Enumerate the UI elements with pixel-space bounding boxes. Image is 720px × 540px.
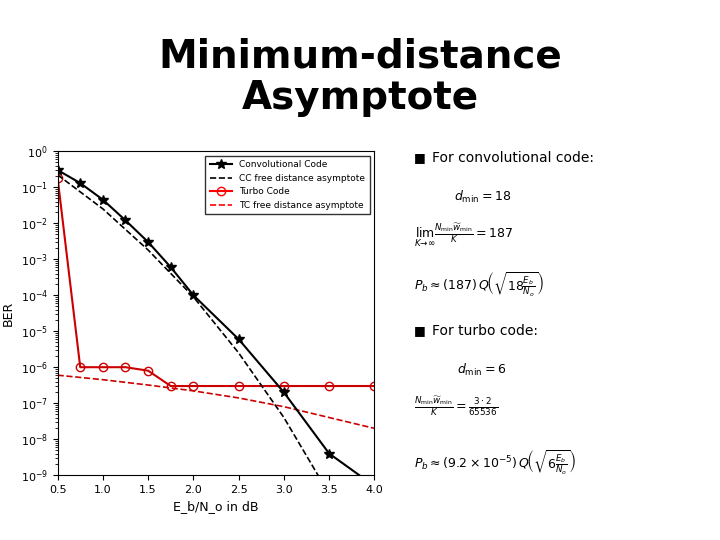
Line: Turbo Code: Turbo Code: [53, 174, 379, 390]
CC free distance asymptote: [99, 206, 107, 212]
Convolutional Code: [189, 292, 198, 299]
Text: ■: ■: [414, 324, 426, 337]
Turbo Code: [76, 364, 84, 370]
Convolutional Code: [53, 167, 62, 173]
CC free distance asymptote: [144, 247, 153, 253]
Text: $d_{\min} = 6$: $d_{\min} = 6$: [457, 362, 506, 378]
Turbo Code: [144, 367, 153, 374]
Turbo Code: [370, 383, 379, 389]
TC free distance asymptote: [99, 376, 107, 383]
Convolutional Code: [370, 483, 379, 489]
Line: CC free distance asymptote: CC free distance asymptote: [58, 175, 374, 540]
Turbo Code: [53, 175, 62, 181]
Line: TC free distance asymptote: TC free distance asymptote: [58, 375, 374, 428]
Convolutional Code: [325, 450, 333, 457]
Convolutional Code: [121, 217, 130, 224]
Convolutional Code: [166, 264, 175, 271]
Text: $\frac{N_{\min}\widetilde{w}_{\min}}{K} = \frac{3\cdot 2}{65536}$: $\frac{N_{\min}\widetilde{w}_{\min}}{K} …: [414, 394, 498, 417]
TC free distance asymptote: [234, 395, 243, 401]
Convolutional Code: [144, 239, 153, 245]
TC free distance asymptote: [370, 425, 379, 431]
Text: $P_b \approx (187)\,Q\!\left(\sqrt{18\frac{E_b}{N_o}}\right)$: $P_b \approx (187)\,Q\!\left(\sqrt{18\fr…: [414, 270, 544, 299]
TC free distance asymptote: [53, 372, 62, 379]
Turbo Code: [121, 364, 130, 370]
TC free distance asymptote: [279, 403, 288, 410]
Text: For turbo code:: For turbo code:: [432, 324, 538, 338]
Turbo Code: [189, 383, 198, 389]
Turbo Code: [279, 383, 288, 389]
Text: $P_b \approx (9.2\times 10^{-5})\,Q\!\left(\sqrt{6\frac{E_b}{N_o}}\right)$: $P_b \approx (9.2\times 10^{-5})\,Q\!\le…: [414, 448, 576, 477]
Text: Minimum-distance
Asymptote: Minimum-distance Asymptote: [158, 38, 562, 117]
Turbo Code: [99, 364, 107, 370]
CC free distance asymptote: [53, 172, 62, 178]
Legend: Convolutional Code, CC free distance asymptote, Turbo Code, TC free distance asy: Convolutional Code, CC free distance asy…: [205, 156, 370, 214]
Turbo Code: [234, 383, 243, 389]
Convolutional Code: [76, 180, 84, 186]
Convolutional Code: [234, 336, 243, 342]
Convolutional Code: [99, 197, 107, 203]
Text: For convolutional code:: For convolutional code:: [432, 151, 594, 165]
Turbo Code: [325, 383, 333, 389]
Turbo Code: [166, 383, 175, 389]
TC free distance asymptote: [189, 388, 198, 394]
CC free distance asymptote: [234, 349, 243, 356]
Text: $\lim_{K\to\infty}\frac{N_{\min}\widetilde{w}_{\min}}{K} = 187$: $\lim_{K\to\infty}\frac{N_{\min}\widetil…: [414, 221, 513, 249]
Text: ■: ■: [414, 151, 426, 164]
CC free distance asymptote: [189, 294, 198, 300]
TC free distance asymptote: [325, 414, 333, 421]
X-axis label: E_b/N_o in dB: E_b/N_o in dB: [174, 501, 258, 514]
Y-axis label: BER: BER: [2, 301, 15, 326]
Text: $d_{\min} = 18$: $d_{\min} = 18$: [454, 189, 510, 205]
CC free distance asymptote: [279, 414, 288, 421]
TC free distance asymptote: [144, 382, 153, 388]
Line: Convolutional Code: Convolutional Code: [53, 165, 379, 491]
Convolutional Code: [279, 389, 288, 396]
CC free distance asymptote: [325, 491, 333, 497]
